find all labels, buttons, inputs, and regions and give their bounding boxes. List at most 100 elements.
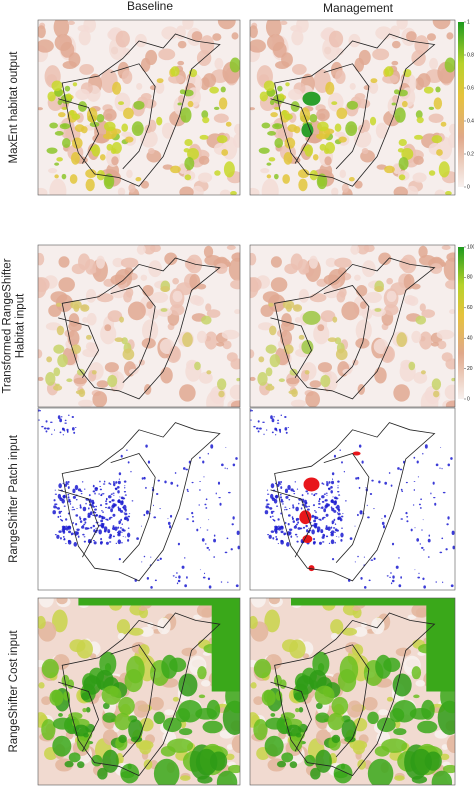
map-patch [272, 41, 287, 58]
map-patch [325, 513, 329, 517]
map-patch [38, 107, 43, 111]
map-patch [91, 505, 96, 508]
map-patch [58, 712, 63, 717]
map-patch [434, 502, 437, 506]
map-patch [297, 259, 309, 275]
map-patch [164, 709, 175, 716]
map-background [250, 408, 455, 590]
map-patch [209, 86, 219, 94]
map-patch [341, 527, 343, 529]
panel-frame [37, 19, 241, 196]
map-patch [328, 542, 331, 545]
map-patch [260, 168, 270, 174]
map-patch [157, 479, 160, 482]
map-patch [71, 427, 75, 431]
map-patch [197, 775, 213, 784]
map-patch [142, 319, 159, 342]
map-patch [110, 508, 113, 513]
map-patch [354, 92, 366, 101]
map-patch [123, 107, 134, 120]
map-patch [143, 555, 146, 558]
map-patch [280, 321, 295, 332]
map-patch [348, 176, 355, 182]
map-content [250, 20, 455, 195]
map-patch [73, 542, 78, 547]
map-patch [272, 537, 275, 540]
map-patch [265, 499, 268, 502]
map-patch [341, 183, 349, 193]
map-patch [72, 488, 76, 494]
map-patch [265, 384, 275, 391]
map-patch [257, 430, 260, 433]
map-patch [290, 101, 300, 112]
colorbar-tick-label: 100 [467, 244, 474, 250]
map-patch [327, 503, 330, 507]
map-patch [199, 35, 215, 55]
map-patch [279, 679, 287, 689]
map-patch [285, 495, 289, 499]
map-patch [290, 399, 307, 407]
map-patch [38, 187, 48, 195]
map-patch [175, 708, 191, 723]
map-patch [83, 536, 86, 538]
map-patch [422, 577, 425, 581]
map-patch [446, 735, 455, 753]
map-patch [213, 534, 216, 537]
map-patch [53, 20, 70, 38]
map-patch [288, 508, 291, 510]
map-patch [126, 532, 131, 538]
map-patch [446, 32, 454, 40]
map-patch [417, 476, 420, 478]
map-patch [311, 529, 315, 535]
map-patch [389, 25, 401, 40]
map-patch [199, 489, 201, 491]
map-patch [157, 617, 171, 635]
map-patch [250, 419, 252, 421]
map-patch [428, 113, 444, 123]
map-patch [315, 702, 323, 710]
map-patch [98, 493, 100, 495]
map-patch [394, 775, 405, 781]
map-patch [351, 644, 364, 657]
map-patch [86, 312, 97, 326]
map-patch [361, 307, 373, 320]
map-patch [331, 101, 338, 105]
boundary [61, 257, 221, 400]
map-patch [334, 257, 352, 268]
map-patch [331, 696, 349, 715]
row-label: MaxEnt habitat output [8, 51, 20, 164]
map-patch [236, 377, 240, 382]
map-patch [70, 300, 82, 310]
map-patch [279, 483, 282, 485]
map-patch [78, 399, 94, 407]
map-patch [289, 733, 303, 752]
map-patch [401, 148, 414, 160]
map-patch [205, 507, 208, 509]
map-patch [79, 518, 82, 520]
map-patch [131, 500, 134, 502]
map-patch [176, 484, 179, 487]
map-patch [392, 673, 412, 697]
map-patch [307, 492, 309, 495]
map-patch [218, 97, 228, 110]
map-patch [331, 472, 335, 476]
map-patch [447, 516, 450, 520]
map-patch [86, 107, 98, 123]
map-patch [440, 447, 442, 448]
map-patch [423, 585, 426, 589]
map-patch [324, 504, 328, 509]
map-patch [177, 542, 181, 546]
map-patch [381, 521, 385, 526]
map-patch [331, 187, 339, 195]
map-patch [199, 456, 201, 459]
map-patch [452, 545, 455, 550]
map-patch [417, 576, 421, 579]
map-patch [114, 337, 124, 343]
map-patch [100, 323, 117, 345]
map-patch [49, 122, 58, 129]
map-patch [117, 526, 120, 529]
map-patch [393, 384, 410, 402]
map-patch [236, 530, 240, 536]
map-patch [348, 33, 361, 48]
map-patch [226, 245, 236, 250]
